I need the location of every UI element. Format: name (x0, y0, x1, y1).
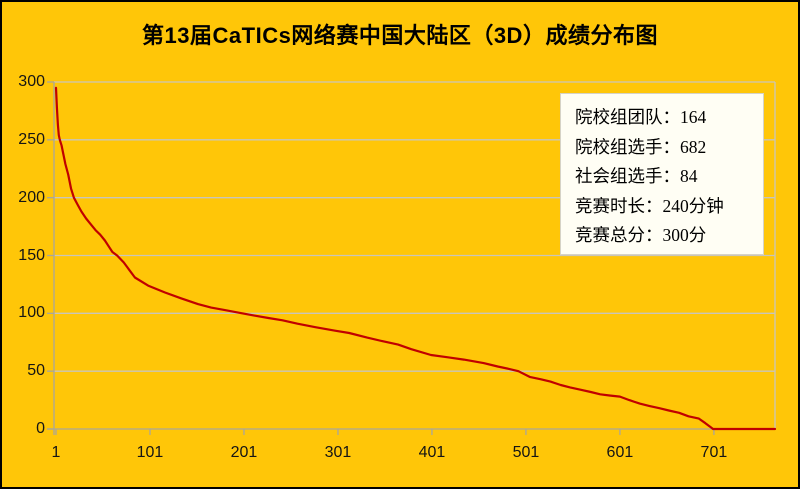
x-axis-label: 501 (512, 444, 540, 461)
legend-line: 院校组团队：164 (575, 107, 707, 127)
x-axis-label: 601 (606, 444, 634, 461)
x-axis-label: 101 (136, 444, 164, 461)
legend-box: 院校组团队：164 院校组选手：682 社会组选手：84 竞赛时长：240分钟 竞赛总分… (560, 93, 764, 255)
y-axis-label: 150 (18, 246, 45, 264)
y-axis-label: 300 (18, 73, 45, 90)
chart-title: 第13届CaTICs网络赛中国大陆区（3D）成绩分布图 (142, 23, 658, 48)
legend-line: 社会组选手：84 (575, 166, 698, 186)
legend-line: 竞赛总分：300分 (575, 225, 707, 245)
legend-line: 竞赛时长：240分钟 (575, 195, 724, 216)
y-axis-label: 100 (18, 304, 45, 322)
x-axis-label: 701 (700, 444, 728, 461)
y-axis-label: 50 (27, 362, 45, 380)
y-axis-label: 0 (36, 420, 45, 437)
y-axis-label: 250 (18, 130, 45, 148)
x-axis-label: 201 (230, 444, 258, 461)
x-axis-label: 301 (324, 444, 352, 461)
legend-line: 院校组选手：682 (575, 136, 707, 157)
x-axis-label: 401 (418, 444, 446, 461)
score-curve (54, 86, 777, 431)
y-axis-label: 200 (18, 188, 45, 206)
x-axis-label: 1 (51, 444, 61, 461)
